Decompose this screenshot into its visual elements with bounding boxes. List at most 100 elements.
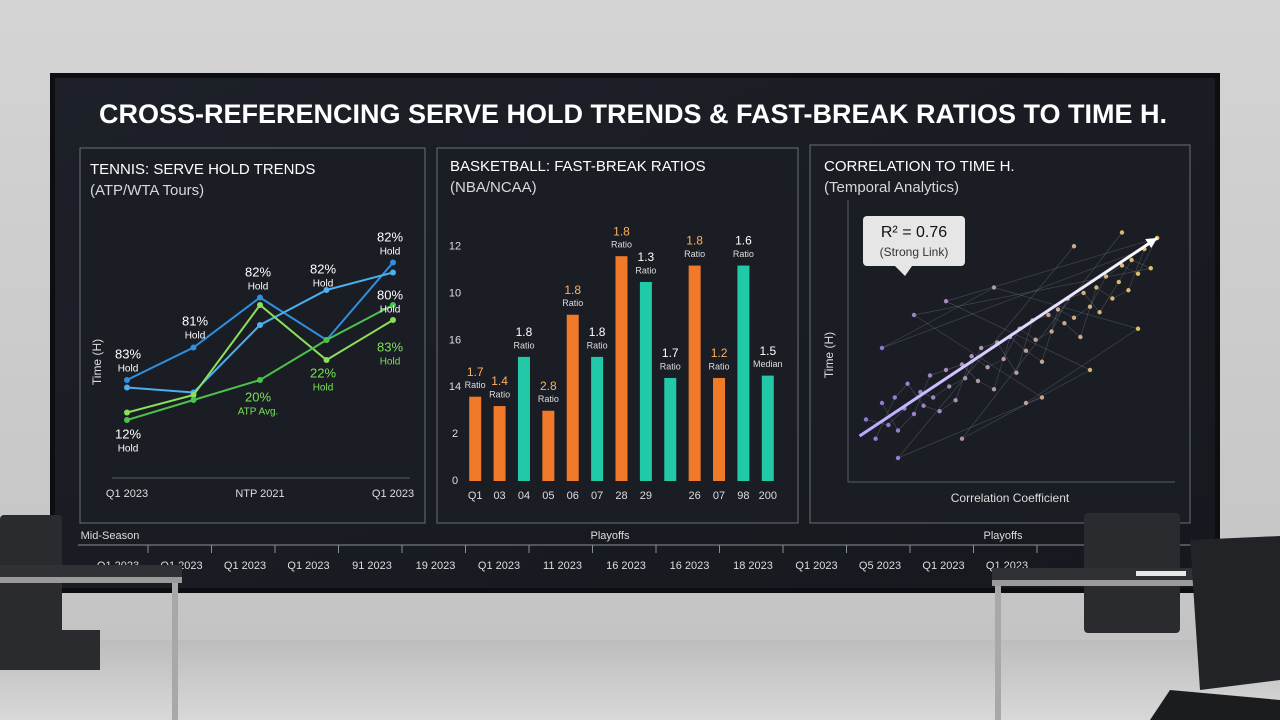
- timeline-tick-label: Q1 2023: [287, 560, 329, 572]
- timeline-tick-label: Q1 2023: [478, 560, 520, 572]
- point: [323, 357, 330, 363]
- x-tick-label: 07: [591, 490, 603, 502]
- point: [1023, 348, 1029, 353]
- point: [879, 345, 885, 351]
- timeline-tick-label: 16 2023: [670, 560, 710, 572]
- annotation-sub: Hold: [380, 305, 401, 316]
- point: [1097, 310, 1102, 315]
- bar: [493, 406, 506, 481]
- network-link: [1016, 320, 1033, 373]
- point: [1023, 400, 1029, 406]
- bar-annotation: 1.2: [711, 346, 728, 360]
- bar-annotation-sub: Ratio: [538, 394, 559, 404]
- point: [1071, 244, 1077, 249]
- network-link: [945, 300, 1091, 371]
- bar-annotation-sub: Ratio: [611, 240, 632, 250]
- network-link: [939, 399, 956, 412]
- point: [1039, 395, 1045, 400]
- table-edge: [0, 577, 182, 583]
- bar-annotation: 1.7: [662, 346, 679, 360]
- annotation-sub: Hold: [185, 331, 206, 342]
- timeline-tick-label: Q1 2023: [795, 560, 837, 572]
- annotation: 81%: [182, 313, 208, 328]
- timeline-tick-label: 11 2023: [543, 560, 582, 572]
- annotation-sub: Hold: [118, 444, 139, 455]
- x-tick-label: 29: [640, 490, 652, 502]
- network-link: [929, 369, 947, 376]
- annotation: 82%: [377, 229, 403, 244]
- point: [124, 417, 130, 423]
- panel: [809, 144, 1191, 524]
- network-link: [1041, 309, 1059, 362]
- point: [390, 269, 396, 276]
- point: [943, 299, 949, 304]
- point: [190, 392, 197, 398]
- point: [947, 384, 952, 389]
- annotation: R² = 0.76: [881, 224, 947, 241]
- network-link: [987, 358, 1004, 368]
- network-link: [1019, 328, 1036, 341]
- point: [911, 411, 917, 417]
- timeline-tick-label: Q5 2023: [859, 560, 901, 572]
- point: [985, 365, 990, 370]
- annotation-sub: ATP Avg.: [238, 407, 279, 418]
- point: [1046, 312, 1051, 318]
- panel: [79, 147, 426, 524]
- annotation: 82%: [310, 261, 336, 276]
- annotation: 83%: [115, 346, 141, 361]
- point: [1049, 329, 1054, 334]
- bar-annotation-sub: Ratio: [635, 265, 656, 275]
- network-link: [1089, 276, 1107, 307]
- point: [1071, 315, 1077, 320]
- point: [1148, 266, 1154, 271]
- chart-title: BASKETBALL: FAST-BREAK RATIOS: [450, 158, 706, 175]
- trend-arrow: [1145, 238, 1158, 248]
- point: [1119, 230, 1125, 235]
- network-link: [1112, 289, 1129, 299]
- point: [991, 285, 997, 290]
- bar: [591, 356, 604, 481]
- point: [124, 377, 130, 383]
- annotation: 22%: [310, 365, 336, 380]
- y-tick-label: 10: [449, 288, 461, 300]
- network-link: [1131, 259, 1151, 269]
- annotation-pointer: [895, 266, 912, 276]
- y-axis-label: Time (H): [90, 339, 104, 385]
- point: [257, 322, 263, 328]
- x-tick-label: Q1: [468, 490, 483, 502]
- y-tick-label: 0: [452, 475, 458, 487]
- network-link: [907, 383, 924, 406]
- point: [1081, 290, 1086, 296]
- point: [1087, 304, 1093, 309]
- chart-title: TENNIS: SERVE HOLD TRENDS: [90, 161, 315, 178]
- x-axis-label: Correlation Coefficient: [951, 491, 1070, 505]
- x-tick-label: Q1 2023: [106, 488, 148, 500]
- bar-annotation: 1.8: [516, 325, 533, 339]
- network-link: [897, 413, 915, 431]
- annotation-sub: Hold: [380, 357, 401, 368]
- annotation-sub: Hold: [313, 279, 334, 290]
- bar: [542, 410, 555, 481]
- network-link: [964, 347, 982, 379]
- timeline-tick-label: 18 2023: [733, 560, 773, 572]
- bar: [688, 265, 701, 481]
- table-leg: [172, 583, 178, 720]
- network-link: [913, 267, 1151, 316]
- point: [1094, 285, 1099, 290]
- network-link: [981, 342, 998, 349]
- point: [895, 455, 901, 461]
- point: [390, 259, 396, 266]
- network-link: [977, 380, 995, 390]
- timeline-label: Playoffs: [591, 530, 630, 542]
- furniture: [0, 513, 1280, 720]
- point: [124, 384, 130, 391]
- point: [1103, 274, 1109, 279]
- table-edge: [992, 580, 1280, 586]
- annotation-sub: Hold: [313, 383, 334, 394]
- chair: [0, 630, 100, 670]
- bar: [737, 265, 750, 481]
- point: [975, 378, 981, 384]
- annotation-sub: Hold: [118, 364, 139, 375]
- bar-annotation: 1.8: [613, 224, 630, 238]
- network-link: [1051, 298, 1068, 332]
